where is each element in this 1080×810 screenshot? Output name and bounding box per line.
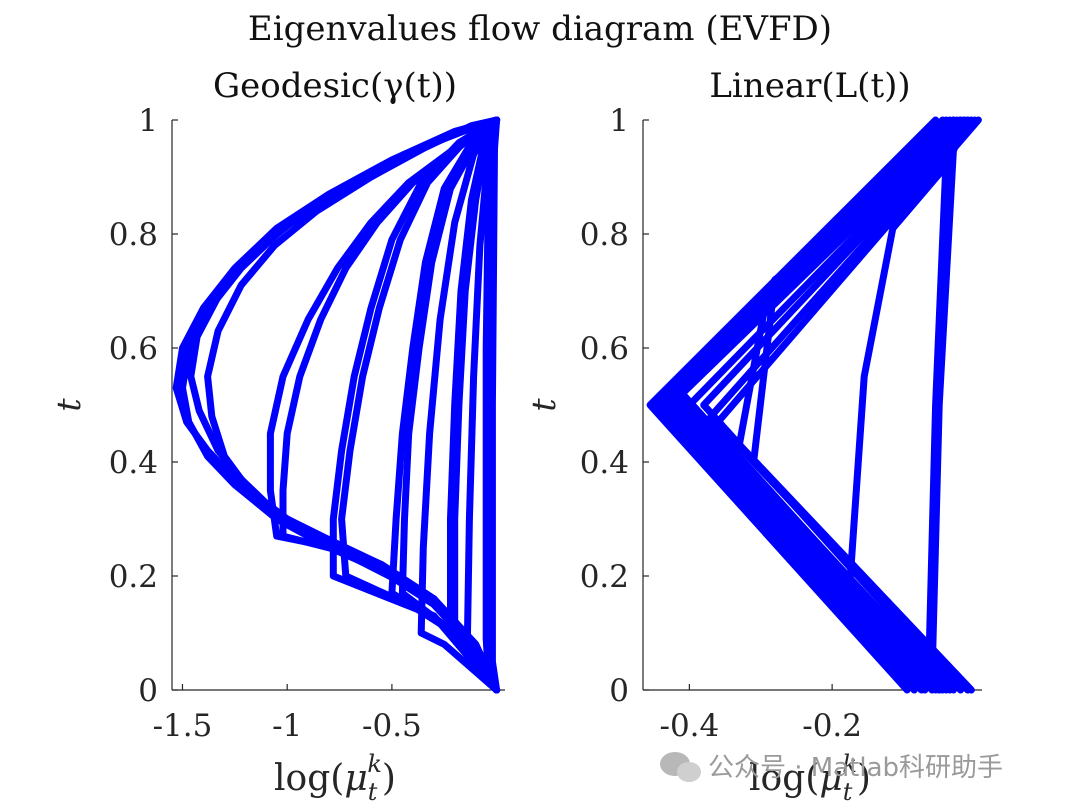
right-y-tick-label: 0.4	[580, 445, 629, 481]
right-series-line	[928, 116, 965, 694]
left-x-axis-label: log(μtk)	[274, 750, 396, 806]
left-x-tick-label: -0.5	[362, 708, 422, 744]
right-series-line	[646, 116, 940, 694]
left-x-tick-label: -1.5	[153, 708, 213, 744]
left-x-tick-label: -1	[272, 708, 302, 744]
right-panel-title: Linear(L(t))	[709, 66, 910, 106]
left-series-line	[486, 116, 501, 694]
right-plot-area: 0 0.2 0.4 0.6 0.8 1 -0.4 -0.2	[580, 103, 982, 744]
left-series-line	[417, 116, 501, 694]
left-y-tick-label: 0.8	[109, 217, 158, 253]
wechat-icon	[660, 752, 701, 782]
right-y-axis-label: t	[524, 398, 563, 412]
watermark-text: 公众号 · Matlab科研助手	[708, 753, 1003, 783]
figure-title: Eigenvalues flow diagram (EVFD)	[248, 9, 832, 49]
right-y-tick-label: 0.2	[580, 559, 629, 595]
left-y-tick-label: 0.4	[109, 445, 158, 481]
left-y-tick-label: 0.6	[109, 331, 158, 367]
watermark: 公众号 · Matlab科研助手	[660, 752, 1003, 783]
right-series-line	[750, 116, 972, 694]
right-y-tick-label: 0	[609, 673, 629, 709]
right-panel: Linear(L(t)) 0 0.2 0.4 0.6 0.8 1 -0.4 -0.2 t lo…	[524, 66, 982, 806]
right-x-axis-label: log(μtk)	[749, 750, 871, 806]
left-y-tick-label: 1	[138, 103, 158, 139]
right-x-tick-label: -0.4	[659, 708, 719, 744]
left-series-line	[463, 116, 501, 694]
right-y-tick-label: 1	[609, 103, 629, 139]
right-y-tick-label: 0.6	[580, 331, 629, 367]
left-series-line	[279, 116, 501, 694]
left-series-line	[329, 116, 501, 694]
left-plot-area: 0 0.2 0.4 0.6 0.8 1 -1.5 -1 -0.5	[109, 103, 505, 744]
left-y-tick-label: 0	[138, 673, 158, 709]
right-y-tick-label: 0.8	[580, 217, 629, 253]
left-y-axis-label: t	[49, 398, 88, 412]
left-panel-title: Geodesic(γ(t))	[213, 66, 457, 106]
left-y-tick-label: 0.2	[109, 559, 158, 595]
right-x-tick-label: -0.2	[802, 708, 862, 744]
left-panel: Geodesic(γ(t)) 00.20.40.60.81-1.5 -1 -0.5 …	[49, 66, 505, 806]
